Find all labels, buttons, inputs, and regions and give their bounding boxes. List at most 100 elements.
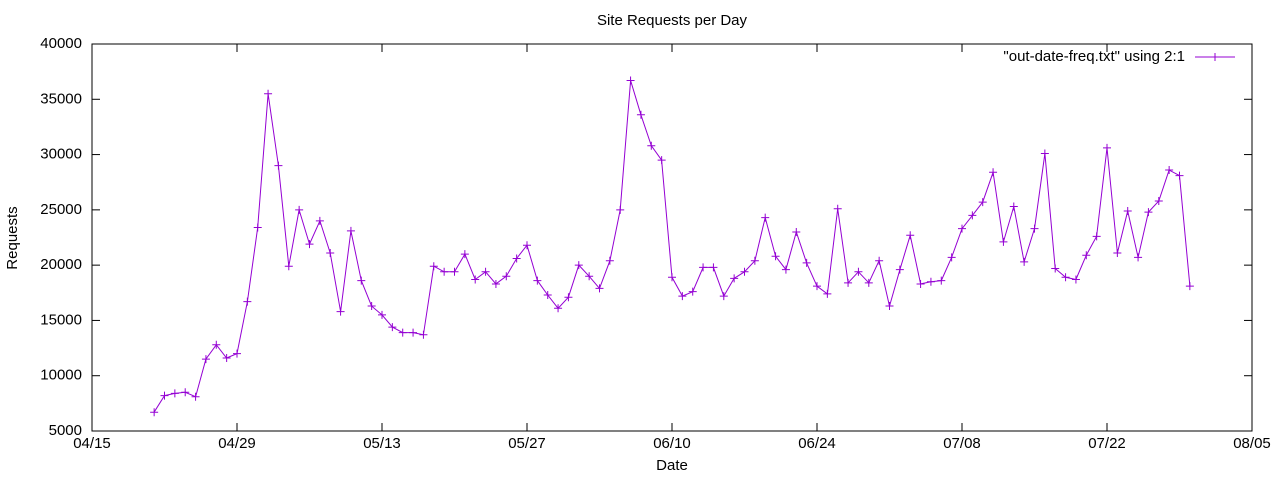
point bbox=[181, 388, 190, 397]
point bbox=[740, 267, 749, 276]
y-tick-label: 35000 bbox=[40, 90, 82, 107]
point bbox=[554, 304, 563, 313]
point bbox=[543, 290, 552, 299]
point bbox=[895, 265, 904, 274]
point bbox=[1009, 202, 1018, 211]
point bbox=[1144, 208, 1153, 217]
point bbox=[771, 252, 780, 261]
point bbox=[885, 302, 894, 311]
y-tick-label: 30000 bbox=[40, 146, 82, 163]
point bbox=[191, 392, 200, 401]
point bbox=[1071, 275, 1080, 284]
point bbox=[378, 310, 386, 319]
point bbox=[657, 156, 666, 165]
point bbox=[750, 256, 759, 265]
point bbox=[688, 287, 697, 296]
point bbox=[1103, 143, 1111, 152]
point bbox=[1185, 282, 1194, 291]
legend-point bbox=[1211, 53, 1219, 61]
point bbox=[1061, 273, 1070, 282]
point bbox=[626, 76, 635, 85]
point bbox=[201, 355, 210, 364]
point bbox=[315, 216, 324, 225]
point bbox=[523, 241, 531, 250]
point bbox=[585, 272, 594, 281]
point bbox=[802, 258, 811, 267]
point bbox=[1051, 264, 1060, 273]
point bbox=[916, 279, 925, 288]
point bbox=[481, 267, 490, 276]
x-tick-label: 07/22 bbox=[1088, 435, 1126, 452]
point bbox=[233, 349, 241, 358]
point bbox=[170, 389, 179, 398]
point bbox=[1020, 257, 1029, 266]
x-tick-label: 06/24 bbox=[798, 435, 836, 452]
point bbox=[564, 293, 573, 302]
point bbox=[978, 198, 987, 207]
point bbox=[1165, 166, 1174, 175]
point bbox=[398, 328, 407, 337]
point bbox=[989, 168, 998, 177]
point bbox=[574, 261, 583, 270]
point bbox=[854, 267, 863, 276]
point bbox=[502, 272, 511, 281]
point bbox=[1082, 251, 1091, 260]
point bbox=[709, 263, 718, 272]
point bbox=[460, 250, 469, 259]
point bbox=[512, 254, 521, 263]
point bbox=[491, 279, 500, 288]
point bbox=[440, 267, 449, 276]
point bbox=[605, 256, 614, 265]
point bbox=[419, 330, 428, 339]
x-tick-label: 07/08 bbox=[943, 435, 981, 452]
point bbox=[409, 328, 418, 337]
point bbox=[264, 89, 273, 98]
point bbox=[429, 262, 438, 271]
y-tick-label: 25000 bbox=[40, 201, 82, 218]
point bbox=[875, 256, 884, 265]
point bbox=[595, 284, 604, 293]
point bbox=[305, 240, 314, 249]
point bbox=[668, 273, 676, 282]
y-tick-label: 10000 bbox=[40, 367, 82, 384]
point bbox=[647, 141, 656, 150]
point bbox=[388, 323, 397, 332]
point bbox=[150, 408, 159, 417]
chart-title: Site Requests per Day bbox=[597, 12, 748, 29]
point bbox=[864, 278, 873, 287]
point bbox=[346, 226, 355, 235]
point bbox=[1123, 206, 1132, 215]
point bbox=[212, 340, 221, 349]
point bbox=[274, 161, 283, 170]
x-tick-label: 04/15 bbox=[73, 435, 111, 452]
point bbox=[1092, 232, 1101, 241]
point bbox=[823, 289, 832, 298]
y-tick-label: 20000 bbox=[40, 256, 82, 273]
point bbox=[616, 205, 625, 214]
point bbox=[160, 391, 169, 400]
point bbox=[792, 227, 801, 236]
point bbox=[471, 275, 480, 284]
point bbox=[958, 224, 966, 233]
point bbox=[968, 211, 977, 220]
point bbox=[636, 110, 645, 119]
point bbox=[844, 278, 853, 287]
point bbox=[678, 292, 687, 301]
point bbox=[367, 302, 376, 311]
x-tick-label: 08/05 bbox=[1233, 435, 1271, 452]
y-tick-label: 15000 bbox=[40, 311, 82, 328]
point bbox=[253, 223, 262, 232]
point bbox=[761, 213, 770, 222]
point bbox=[295, 205, 304, 214]
point bbox=[357, 276, 366, 285]
point bbox=[730, 274, 739, 283]
point bbox=[781, 265, 790, 274]
point bbox=[222, 354, 231, 363]
legend-label: "out-date-freq.txt" using 2:1 bbox=[1003, 48, 1185, 65]
point bbox=[906, 231, 915, 240]
point bbox=[947, 253, 956, 262]
x-tick-label: 05/27 bbox=[508, 435, 546, 452]
point bbox=[533, 276, 542, 285]
point bbox=[813, 282, 821, 291]
